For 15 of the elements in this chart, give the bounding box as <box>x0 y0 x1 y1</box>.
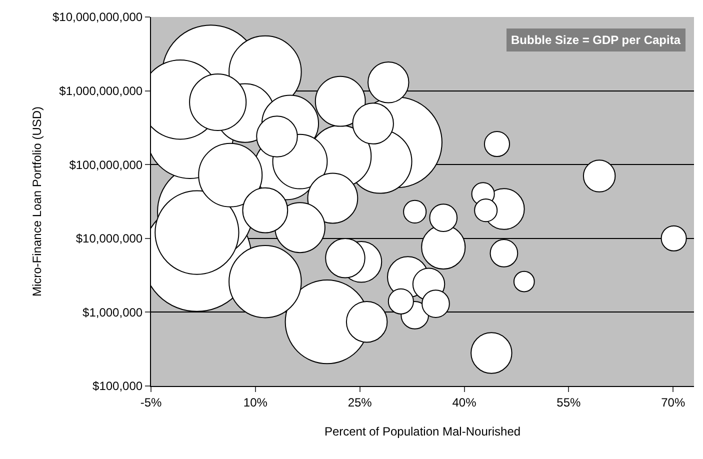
x-tick-label: -5% <box>140 395 162 410</box>
annotation: Bubble Size = GDP per Capita <box>511 33 681 47</box>
y-tick-label: $10,000,000 <box>76 232 143 246</box>
x-tick-label: 25% <box>348 395 372 410</box>
x-tick-label: 40% <box>452 395 477 410</box>
y-tick-label: $1,000,000 <box>82 305 143 320</box>
y-tick-label: $100,000 <box>92 379 143 394</box>
y-tick-label: $1,000,000,000 <box>59 84 143 98</box>
x-tick-label: 55% <box>556 395 582 410</box>
y-tick-label: $100,000,000 <box>69 158 143 172</box>
y-axis-title: Micro-Finance Loan Portfolio (USD) <box>30 106 44 297</box>
x-tick-label: 10% <box>243 395 268 410</box>
x-tick-label: 70% <box>661 395 686 410</box>
y-tick-label: $10,000,000,000 <box>52 10 143 24</box>
x-axis-title: Percent of Population Mal-Nourished <box>324 424 521 438</box>
